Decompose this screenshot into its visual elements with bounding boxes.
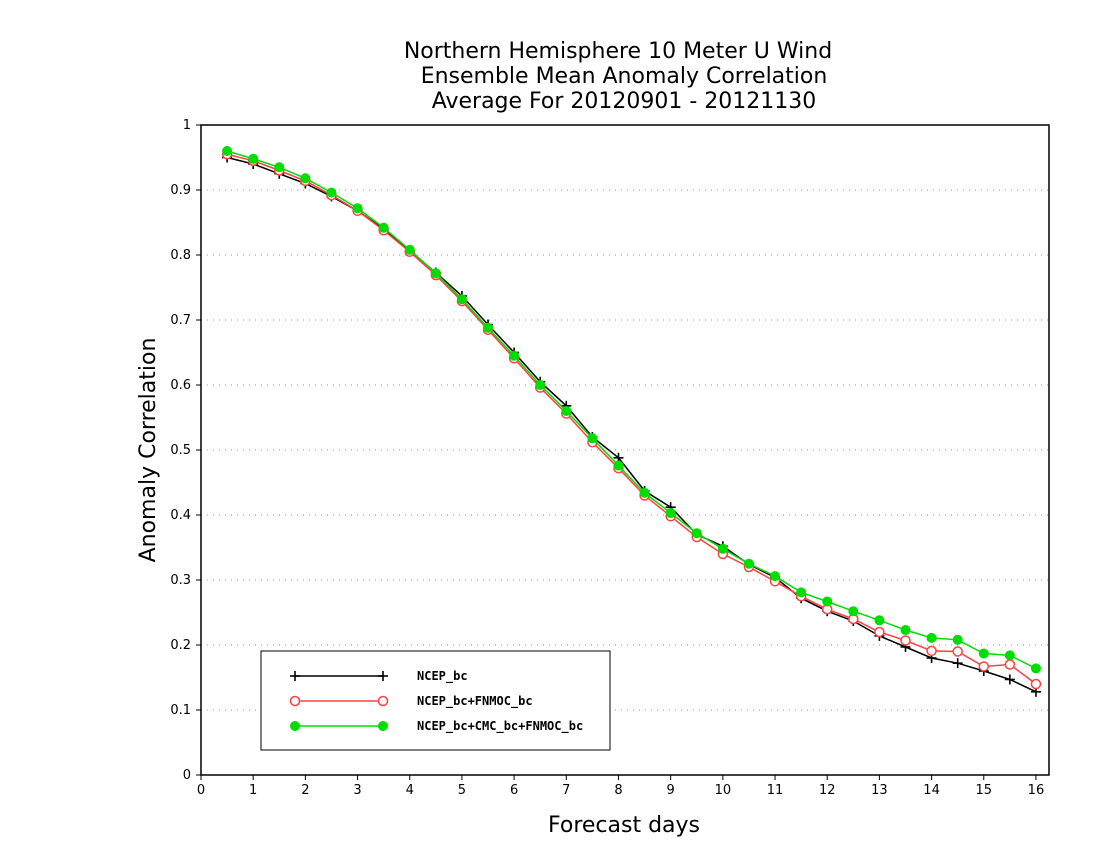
data-point (509, 350, 520, 361)
data-point (248, 153, 259, 164)
data-point (1004, 659, 1016, 670)
data-point (404, 244, 415, 255)
data-point (900, 625, 911, 636)
y-tick-label: 0.7 (170, 313, 191, 328)
legend-marker (378, 721, 388, 731)
chart-title-line-2: Ensemble Mean Anomaly Correlation (421, 64, 828, 89)
series-line (226, 150, 1037, 670)
data-point (456, 294, 467, 305)
y-tick-label: 0.3 (170, 573, 191, 588)
data-point (1030, 663, 1041, 674)
legend-marker (378, 671, 388, 681)
legend-label: NCEP_bc (417, 669, 468, 684)
data-point (952, 634, 963, 645)
data-point (822, 596, 833, 607)
y-tick-label: 0 (183, 768, 191, 783)
x-tick-label: 2 (301, 783, 309, 798)
legend-label: NCEP_bc+CMC_bc+FNMOC_bc (417, 719, 583, 734)
x-tick-label: 6 (510, 783, 518, 798)
y-tick-label: 0.2 (170, 638, 191, 653)
x-tick-label: 14 (923, 783, 940, 798)
data-point (613, 460, 624, 471)
y-tick-label: 0.8 (170, 248, 191, 263)
data-point (874, 626, 885, 638)
legend-marker (377, 695, 389, 707)
x-tick-label: 0 (197, 783, 205, 798)
y-tick-label: 0.4 (170, 508, 191, 523)
x-tick-label: 4 (406, 783, 414, 798)
x-tick-label: 16 (1028, 783, 1045, 798)
data-point (1004, 674, 1015, 685)
legend-marker (289, 695, 301, 707)
axes: 00.10.20.30.40.50.60.70.80.910 1 2 3 4 5 6 7 8 9 1… (170, 118, 1050, 798)
x-tick-label: 7 (562, 783, 570, 798)
data-point (665, 508, 676, 519)
legend: NCEP_bc NCEP_bc+FNMOC_bc NCEP_bc+CMC_bc+FN… (260, 650, 611, 751)
legend-label: NCEP_bc+FNMOC_bc (417, 694, 533, 709)
data-point (691, 528, 702, 539)
data-point (1030, 678, 1042, 690)
legend-marker (290, 671, 300, 681)
x-tick-label: 5 (458, 783, 466, 798)
data-point (639, 487, 650, 498)
data-point (274, 162, 285, 173)
y-tick-label: 0.5 (170, 443, 191, 458)
data-point (1004, 650, 1015, 661)
data-point (717, 543, 728, 554)
x-tick-label: 8 (614, 783, 622, 798)
data-point (952, 646, 963, 657)
gridlines (201, 189, 1049, 711)
y-tick-label: 1 (183, 118, 191, 133)
chart-title-line-1: Northern Hemisphere 10 Meter U Wind (404, 39, 832, 64)
chart-title: Northern Hemisphere 10 Meter U Wind Ense… (404, 39, 832, 114)
series-line (226, 156, 1037, 693)
series-line (226, 153, 1037, 685)
x-tick-label: 3 (353, 783, 361, 798)
data-point (535, 380, 546, 390)
data-point (743, 558, 754, 569)
chart-title-line-3: Average For 20120901 - 20121130 (432, 89, 817, 114)
data-point (561, 406, 572, 416)
data-point (352, 203, 363, 214)
data-point (326, 187, 337, 198)
x-tick-label: 9 (667, 783, 675, 798)
data-point (952, 658, 963, 669)
legend-marker (290, 721, 300, 731)
data-point (796, 587, 807, 598)
data-point (770, 571, 781, 582)
data-point (978, 661, 990, 672)
data-point (483, 322, 494, 333)
data-point (300, 173, 311, 184)
series-2 (221, 149, 1042, 690)
x-tick-label: 1 (249, 783, 257, 798)
data-point (430, 268, 441, 279)
y-axis-label: Anomaly Correlation (136, 338, 161, 563)
data-point (222, 146, 233, 156)
x-axis-label: Forecast days (548, 813, 700, 838)
x-tick-label: 12 (819, 783, 836, 798)
x-tick-label: 15 (975, 783, 992, 798)
y-tick-label: 0.6 (170, 378, 191, 393)
series-3 (222, 146, 1041, 674)
y-tick-label: 0.1 (170, 703, 191, 718)
data-point (848, 606, 859, 617)
legend-item: NCEP_bc (290, 669, 468, 684)
data-point (587, 433, 598, 444)
legend-item: NCEP_bc+CMC_bc+FNMOC_bc (290, 719, 583, 734)
plot-series (221, 146, 1042, 697)
x-tick-label: 13 (871, 783, 888, 798)
x-tick-label: 11 (767, 783, 784, 798)
series-1 (222, 152, 1041, 697)
data-point (378, 222, 389, 233)
data-point (926, 632, 937, 643)
data-point (874, 615, 885, 626)
data-point (926, 645, 937, 657)
data-point (900, 635, 911, 646)
data-point (978, 648, 989, 659)
x-tick-label: 10 (715, 783, 732, 798)
legend-item: NCEP_bc+FNMOC_bc (289, 694, 533, 709)
y-tick-label: 0.9 (170, 183, 191, 198)
